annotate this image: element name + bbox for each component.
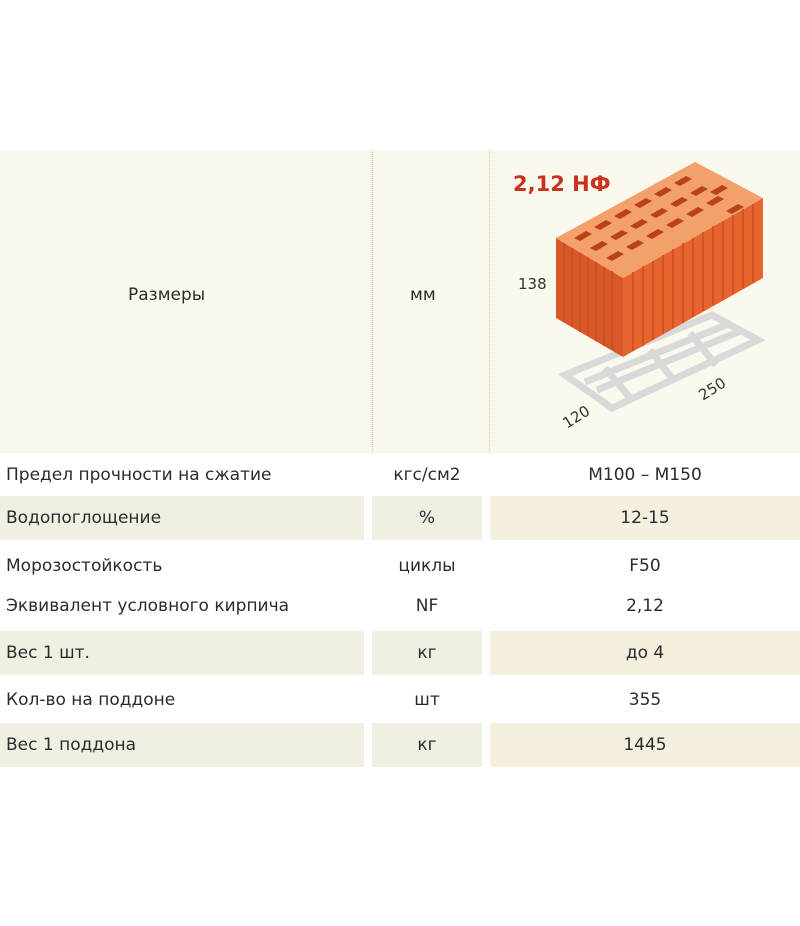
row-value: F50 — [629, 556, 661, 576]
brick-front-face — [556, 238, 623, 357]
table-row: Эквивалент условного кирпича NF 2,12 — [0, 584, 800, 628]
table-row: Вес 1 шт. кг до 4 — [0, 631, 800, 675]
sizes-unit: мм — [410, 285, 436, 305]
dimension-height: 138 — [518, 275, 547, 293]
row-unit: кг — [372, 723, 482, 767]
row-value: 355 — [628, 690, 662, 710]
row-unit: циклы — [398, 556, 456, 576]
sizes-label: Размеры — [128, 285, 206, 305]
row-name: Эквивалент условного кирпича — [6, 596, 290, 616]
table-row: Вес 1 поддона кг 1445 — [0, 723, 800, 767]
brick-format-badge: 2,12 НФ — [513, 172, 611, 196]
row-name: Кол-во на поддоне — [6, 690, 176, 710]
table-row: Морозостойкость циклы F50 — [0, 544, 800, 588]
dimensions-row: Размеры мм 2,12 НФ 138 120 250 — [0, 150, 800, 453]
table-row: Предел прочности на сжатие кгс/см2 М100 … — [0, 453, 800, 497]
brick-ribbing — [563, 204, 754, 351]
row-name: Морозостойкость — [6, 556, 163, 576]
table-row: Кол-во на поддоне шт 355 — [0, 678, 800, 722]
row-name: Водопоглощение — [0, 496, 364, 540]
row-name: Вес 1 поддона — [0, 723, 364, 767]
row-name: Вес 1 шт. — [0, 631, 364, 675]
row-unit: кг — [372, 631, 482, 675]
row-unit: шт — [414, 690, 440, 710]
row-name: Предел прочности на сжатие — [6, 465, 272, 485]
row-value: 12-15 — [490, 496, 800, 540]
row-value: 2,12 — [626, 596, 664, 616]
row-unit: кгс/см2 — [393, 465, 461, 485]
brick-holes — [574, 176, 744, 261]
row-value: М100 – М150 — [588, 465, 702, 485]
row-value: до 4 — [490, 631, 800, 675]
brick-illustration — [556, 162, 766, 413]
row-unit: % — [372, 496, 482, 540]
spec-table: Размеры мм 2,12 НФ 138 120 250 — [0, 150, 800, 776]
column-divider — [372, 150, 373, 453]
table-row: Водопоглощение % 12-15 — [0, 496, 800, 540]
brick-top-face — [556, 162, 763, 278]
floor-grid — [557, 311, 766, 413]
row-value: 1445 — [490, 723, 800, 767]
row-unit: NF — [415, 596, 439, 616]
column-divider — [489, 150, 490, 453]
